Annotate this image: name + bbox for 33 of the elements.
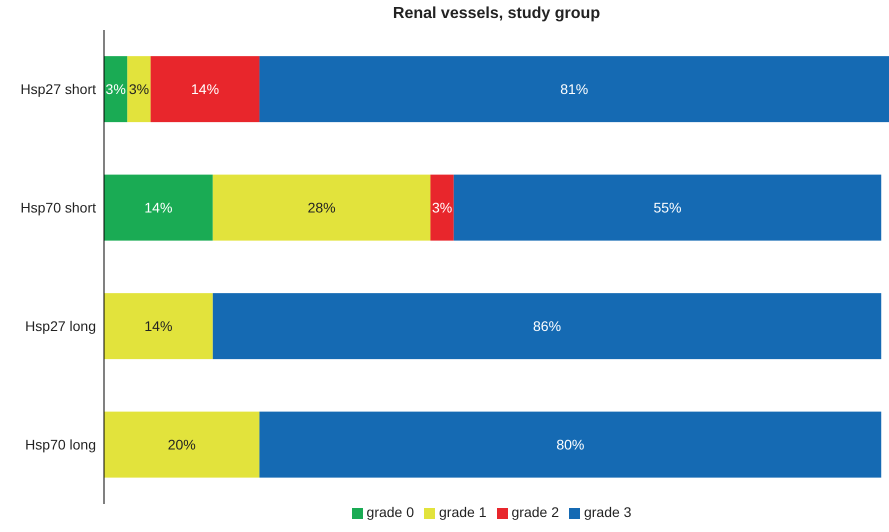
bar	[212, 174, 430, 241]
bar	[104, 56, 128, 122]
y-tick-label: Hsp27 short	[20, 81, 96, 98]
bar	[454, 174, 882, 241]
data-label: 3%	[128, 81, 150, 98]
legend-label: grade 2	[512, 504, 559, 520]
data-label: 86%	[533, 318, 562, 334]
bar	[104, 293, 213, 360]
bar	[212, 293, 882, 360]
data-label: 81%	[560, 81, 588, 98]
chart-title: Renal vessels, study group	[392, 5, 602, 23]
y-tick-label: Hsp27 long	[25, 318, 96, 334]
data-label: 14%	[191, 81, 220, 98]
data-label: 55%	[653, 200, 682, 216]
bar	[127, 56, 151, 122]
legend-label: grade 3	[584, 504, 632, 520]
bar	[259, 56, 889, 122]
data-label: 3%	[432, 200, 452, 216]
y-tick-label: Hsp70 long	[25, 436, 96, 453]
bar	[259, 412, 882, 478]
bar	[430, 174, 454, 241]
data-label: 80%	[556, 436, 584, 453]
data-label: 3%	[106, 81, 126, 98]
bar	[104, 412, 260, 478]
bar	[104, 174, 213, 241]
bar	[150, 56, 260, 122]
data-label: 14%	[144, 200, 172, 216]
y-tick-label: Hsp70 short	[20, 200, 96, 216]
data-label: 14%	[144, 318, 172, 334]
data-label: 28%	[308, 200, 336, 216]
data-label: 20%	[168, 436, 196, 453]
legend-label: grade 1	[439, 504, 486, 520]
legend-label: grade 0	[366, 504, 414, 520]
